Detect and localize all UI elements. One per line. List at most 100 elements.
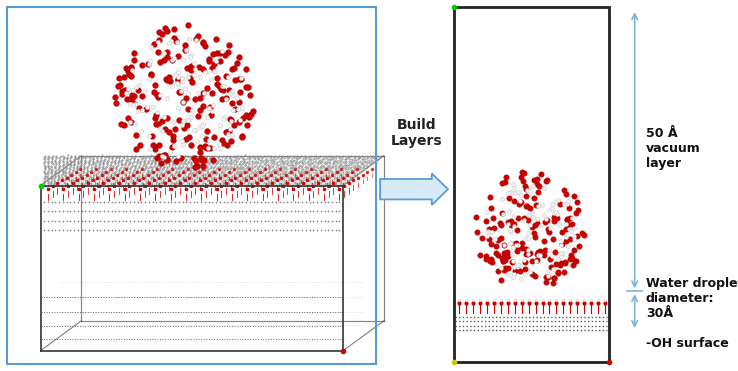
Point: [128, 102, 139, 108]
Point: [156, 118, 168, 124]
Point: [207, 227, 218, 233]
Point: [166, 83, 178, 89]
Point: [492, 267, 504, 273]
Point: [533, 183, 545, 189]
Point: [147, 227, 159, 233]
Point: [177, 118, 189, 124]
Point: [212, 50, 224, 56]
Point: [196, 199, 207, 205]
Point: [187, 72, 199, 78]
Point: [128, 209, 140, 214]
Point: [240, 218, 252, 224]
Point: [300, 227, 311, 233]
Point: [503, 271, 514, 277]
Point: [154, 142, 165, 148]
Point: [334, 227, 345, 233]
Point: [184, 52, 196, 58]
Point: [166, 57, 178, 63]
Point: [207, 61, 219, 67]
Point: [498, 242, 510, 248]
Point: [195, 155, 207, 161]
Point: [210, 199, 222, 205]
Point: [83, 199, 95, 205]
Point: [281, 209, 293, 214]
Point: [190, 96, 201, 102]
Point: [128, 101, 140, 107]
Point: [188, 60, 200, 66]
Point: [559, 269, 570, 275]
Point: [232, 218, 244, 224]
Point: [145, 133, 157, 139]
Point: [562, 216, 573, 222]
Point: [522, 203, 534, 209]
Point: [241, 122, 252, 128]
Point: [120, 199, 132, 205]
Point: [559, 259, 570, 265]
Point: [38, 227, 50, 233]
Point: [498, 242, 510, 247]
Point: [244, 209, 255, 214]
Point: [115, 121, 127, 127]
Point: [292, 209, 304, 214]
Point: [285, 209, 297, 214]
Point: [497, 250, 509, 256]
Point: [87, 218, 99, 224]
Point: [542, 273, 554, 279]
Point: [125, 73, 137, 79]
Point: [143, 209, 155, 214]
Point: [242, 85, 254, 91]
Point: [106, 199, 117, 205]
Point: [505, 190, 517, 196]
Point: [236, 105, 248, 111]
Point: [49, 209, 61, 214]
Point: [190, 36, 202, 42]
Point: [227, 92, 239, 98]
Point: [142, 60, 154, 66]
Point: [516, 192, 528, 198]
Point: [229, 65, 241, 71]
Point: [559, 201, 570, 207]
Point: [125, 64, 137, 70]
Point: [171, 80, 183, 86]
Point: [133, 105, 145, 111]
Point: [319, 209, 331, 214]
Point: [486, 229, 498, 234]
Point: [495, 234, 507, 240]
Point: [91, 227, 103, 233]
Point: [266, 209, 278, 214]
Point: [570, 258, 582, 264]
Point: [225, 199, 237, 205]
Point: [162, 49, 173, 55]
Point: [486, 241, 497, 247]
Point: [124, 199, 136, 205]
Point: [196, 209, 207, 214]
Point: [506, 259, 518, 265]
Point: [38, 218, 50, 224]
Point: [225, 118, 237, 124]
Point: [533, 249, 545, 255]
Point: [165, 227, 177, 233]
Text: Water droplet
diameter:
30Å: Water droplet diameter: 30Å: [646, 277, 738, 320]
Point: [203, 56, 215, 62]
Point: [523, 217, 534, 223]
Point: [180, 209, 192, 214]
Point: [315, 218, 327, 224]
Point: [296, 199, 308, 205]
Point: [531, 176, 543, 182]
Point: [548, 210, 560, 216]
Point: [225, 138, 237, 144]
Point: [228, 122, 240, 128]
Point: [263, 199, 275, 205]
Point: [308, 199, 320, 205]
Point: [177, 57, 189, 63]
Point: [135, 128, 147, 134]
Point: [532, 252, 544, 258]
Point: [102, 199, 114, 205]
Point: [98, 209, 110, 214]
Point: [508, 274, 520, 280]
Point: [511, 242, 523, 248]
Point: [207, 157, 219, 163]
Point: [180, 199, 192, 205]
Point: [194, 124, 206, 129]
Point: [538, 252, 550, 257]
